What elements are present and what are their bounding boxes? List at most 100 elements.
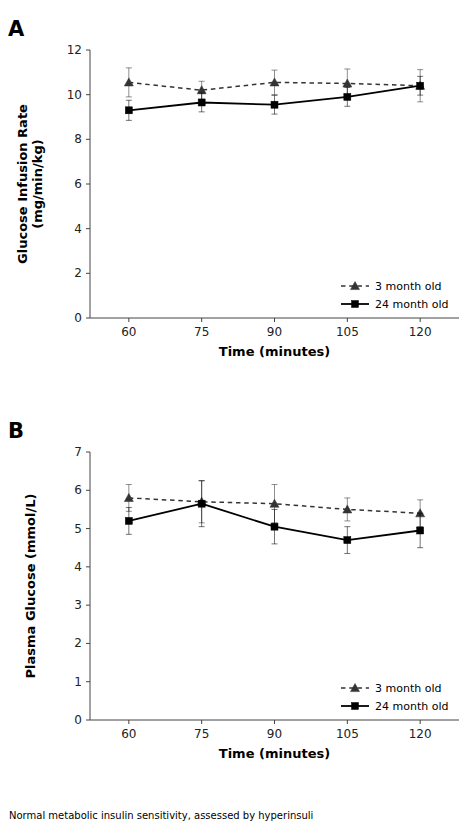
y-tick bbox=[86, 452, 90, 453]
data-point bbox=[343, 79, 352, 87]
x-tick bbox=[128, 720, 129, 724]
data-point bbox=[417, 82, 424, 89]
error-bar bbox=[417, 513, 423, 547]
y-tick-label: 4 bbox=[74, 222, 82, 236]
y-tick-label: 5 bbox=[74, 522, 82, 536]
x-tick-label: 120 bbox=[409, 325, 432, 339]
data-point bbox=[198, 500, 205, 507]
y-tick-label: 8 bbox=[74, 132, 82, 146]
data-point bbox=[417, 527, 424, 534]
y-tick bbox=[86, 139, 90, 140]
data-point bbox=[270, 499, 279, 507]
error-bar bbox=[417, 70, 423, 102]
y-tick bbox=[86, 184, 90, 185]
x-tick-label: 90 bbox=[267, 727, 282, 741]
error-bar bbox=[272, 95, 278, 114]
data-point bbox=[416, 81, 425, 89]
y-tick bbox=[86, 228, 90, 229]
panel: 60759010512001234567Time (minutes)Plasma… bbox=[8, 419, 459, 761]
legend-marker bbox=[352, 703, 359, 710]
error-bar bbox=[199, 93, 205, 112]
y-tick-label: 4 bbox=[74, 560, 82, 574]
y-axis-label: Plasma Glucose (mmol/L) bbox=[23, 494, 38, 679]
y-axis-label: Glucose Infusion Rate(mg/min/kg) bbox=[15, 104, 46, 264]
x-tick-label: 75 bbox=[194, 727, 209, 741]
data-point bbox=[125, 517, 132, 524]
data-point bbox=[125, 107, 132, 114]
y-tick bbox=[86, 681, 90, 682]
data-point bbox=[270, 78, 279, 86]
y-tick-label: 0 bbox=[74, 311, 82, 325]
data-point bbox=[124, 493, 133, 501]
series-line bbox=[129, 86, 420, 111]
data-point bbox=[343, 505, 352, 513]
y-tick-label: 2 bbox=[74, 266, 82, 280]
y-tick-label: 3 bbox=[74, 598, 82, 612]
plot-area bbox=[124, 481, 424, 554]
x-tick bbox=[274, 318, 275, 322]
y-tick bbox=[86, 490, 90, 491]
legend: 3 month old 24 month old bbox=[341, 280, 448, 311]
x-tick bbox=[420, 318, 421, 322]
chart: 607590105120024681012Time (minutes)Gluco… bbox=[0, 0, 474, 827]
x-tick bbox=[201, 720, 202, 724]
y-tick bbox=[86, 528, 90, 529]
y-axis-line bbox=[90, 452, 91, 720]
x-tick bbox=[128, 318, 129, 322]
legend-marker bbox=[352, 301, 359, 308]
error-bar bbox=[417, 76, 423, 95]
legend-marker bbox=[351, 282, 360, 290]
y-tick bbox=[86, 566, 90, 567]
x-tick bbox=[347, 318, 348, 322]
y-tick bbox=[86, 605, 90, 606]
x-tick bbox=[201, 318, 202, 322]
error-bar bbox=[199, 481, 205, 527]
x-tick-label: 105 bbox=[336, 325, 359, 339]
data-point bbox=[271, 101, 278, 108]
y-tick bbox=[86, 720, 90, 721]
error-bar bbox=[126, 508, 132, 535]
x-tick-label: 105 bbox=[336, 727, 359, 741]
data-point bbox=[197, 86, 206, 94]
panel-label: B bbox=[8, 419, 24, 443]
x-tick bbox=[420, 720, 421, 724]
panel: 607590105120024681012Time (minutes)Gluco… bbox=[8, 17, 459, 359]
y-tick-label: 7 bbox=[74, 445, 82, 459]
x-tick-label: 60 bbox=[121, 325, 136, 339]
y-tick bbox=[86, 643, 90, 644]
series-line bbox=[129, 504, 420, 540]
error-bar bbox=[344, 88, 350, 107]
legend: 3 month old 24 month old bbox=[341, 682, 448, 713]
legend-label: 24 month old bbox=[375, 700, 448, 713]
legend-label: 3 month old bbox=[375, 682, 441, 695]
legend-label: 24 month old bbox=[375, 298, 448, 311]
error-bar bbox=[272, 509, 278, 543]
y-tick bbox=[86, 273, 90, 274]
data-point bbox=[124, 78, 133, 86]
x-tick-label: 120 bbox=[409, 727, 432, 741]
data-point bbox=[344, 93, 351, 100]
error-bar bbox=[344, 527, 350, 554]
y-tick-label: 12 bbox=[67, 43, 82, 57]
y-tick-label: 0 bbox=[74, 713, 82, 727]
y-tick bbox=[86, 318, 90, 319]
panel-label: A bbox=[8, 17, 25, 41]
y-tick bbox=[86, 94, 90, 95]
y-tick bbox=[86, 50, 90, 51]
x-tick-label: 75 bbox=[194, 325, 209, 339]
error-bar bbox=[126, 100, 132, 120]
y-tick-label: 2 bbox=[74, 636, 82, 650]
legend-marker bbox=[351, 684, 360, 692]
data-point bbox=[271, 523, 278, 530]
data-point bbox=[198, 99, 205, 106]
data-point bbox=[344, 537, 351, 544]
legend-label: 3 month old bbox=[375, 280, 441, 293]
plot-area bbox=[124, 68, 424, 120]
x-tick bbox=[274, 720, 275, 724]
y-tick-label: 6 bbox=[74, 177, 82, 191]
background bbox=[0, 0, 474, 827]
x-tick-label: 90 bbox=[267, 325, 282, 339]
caption: Normal metabolic insulin sensitivity, as… bbox=[9, 810, 313, 821]
x-tick bbox=[347, 720, 348, 724]
y-tick-label: 6 bbox=[74, 483, 82, 497]
